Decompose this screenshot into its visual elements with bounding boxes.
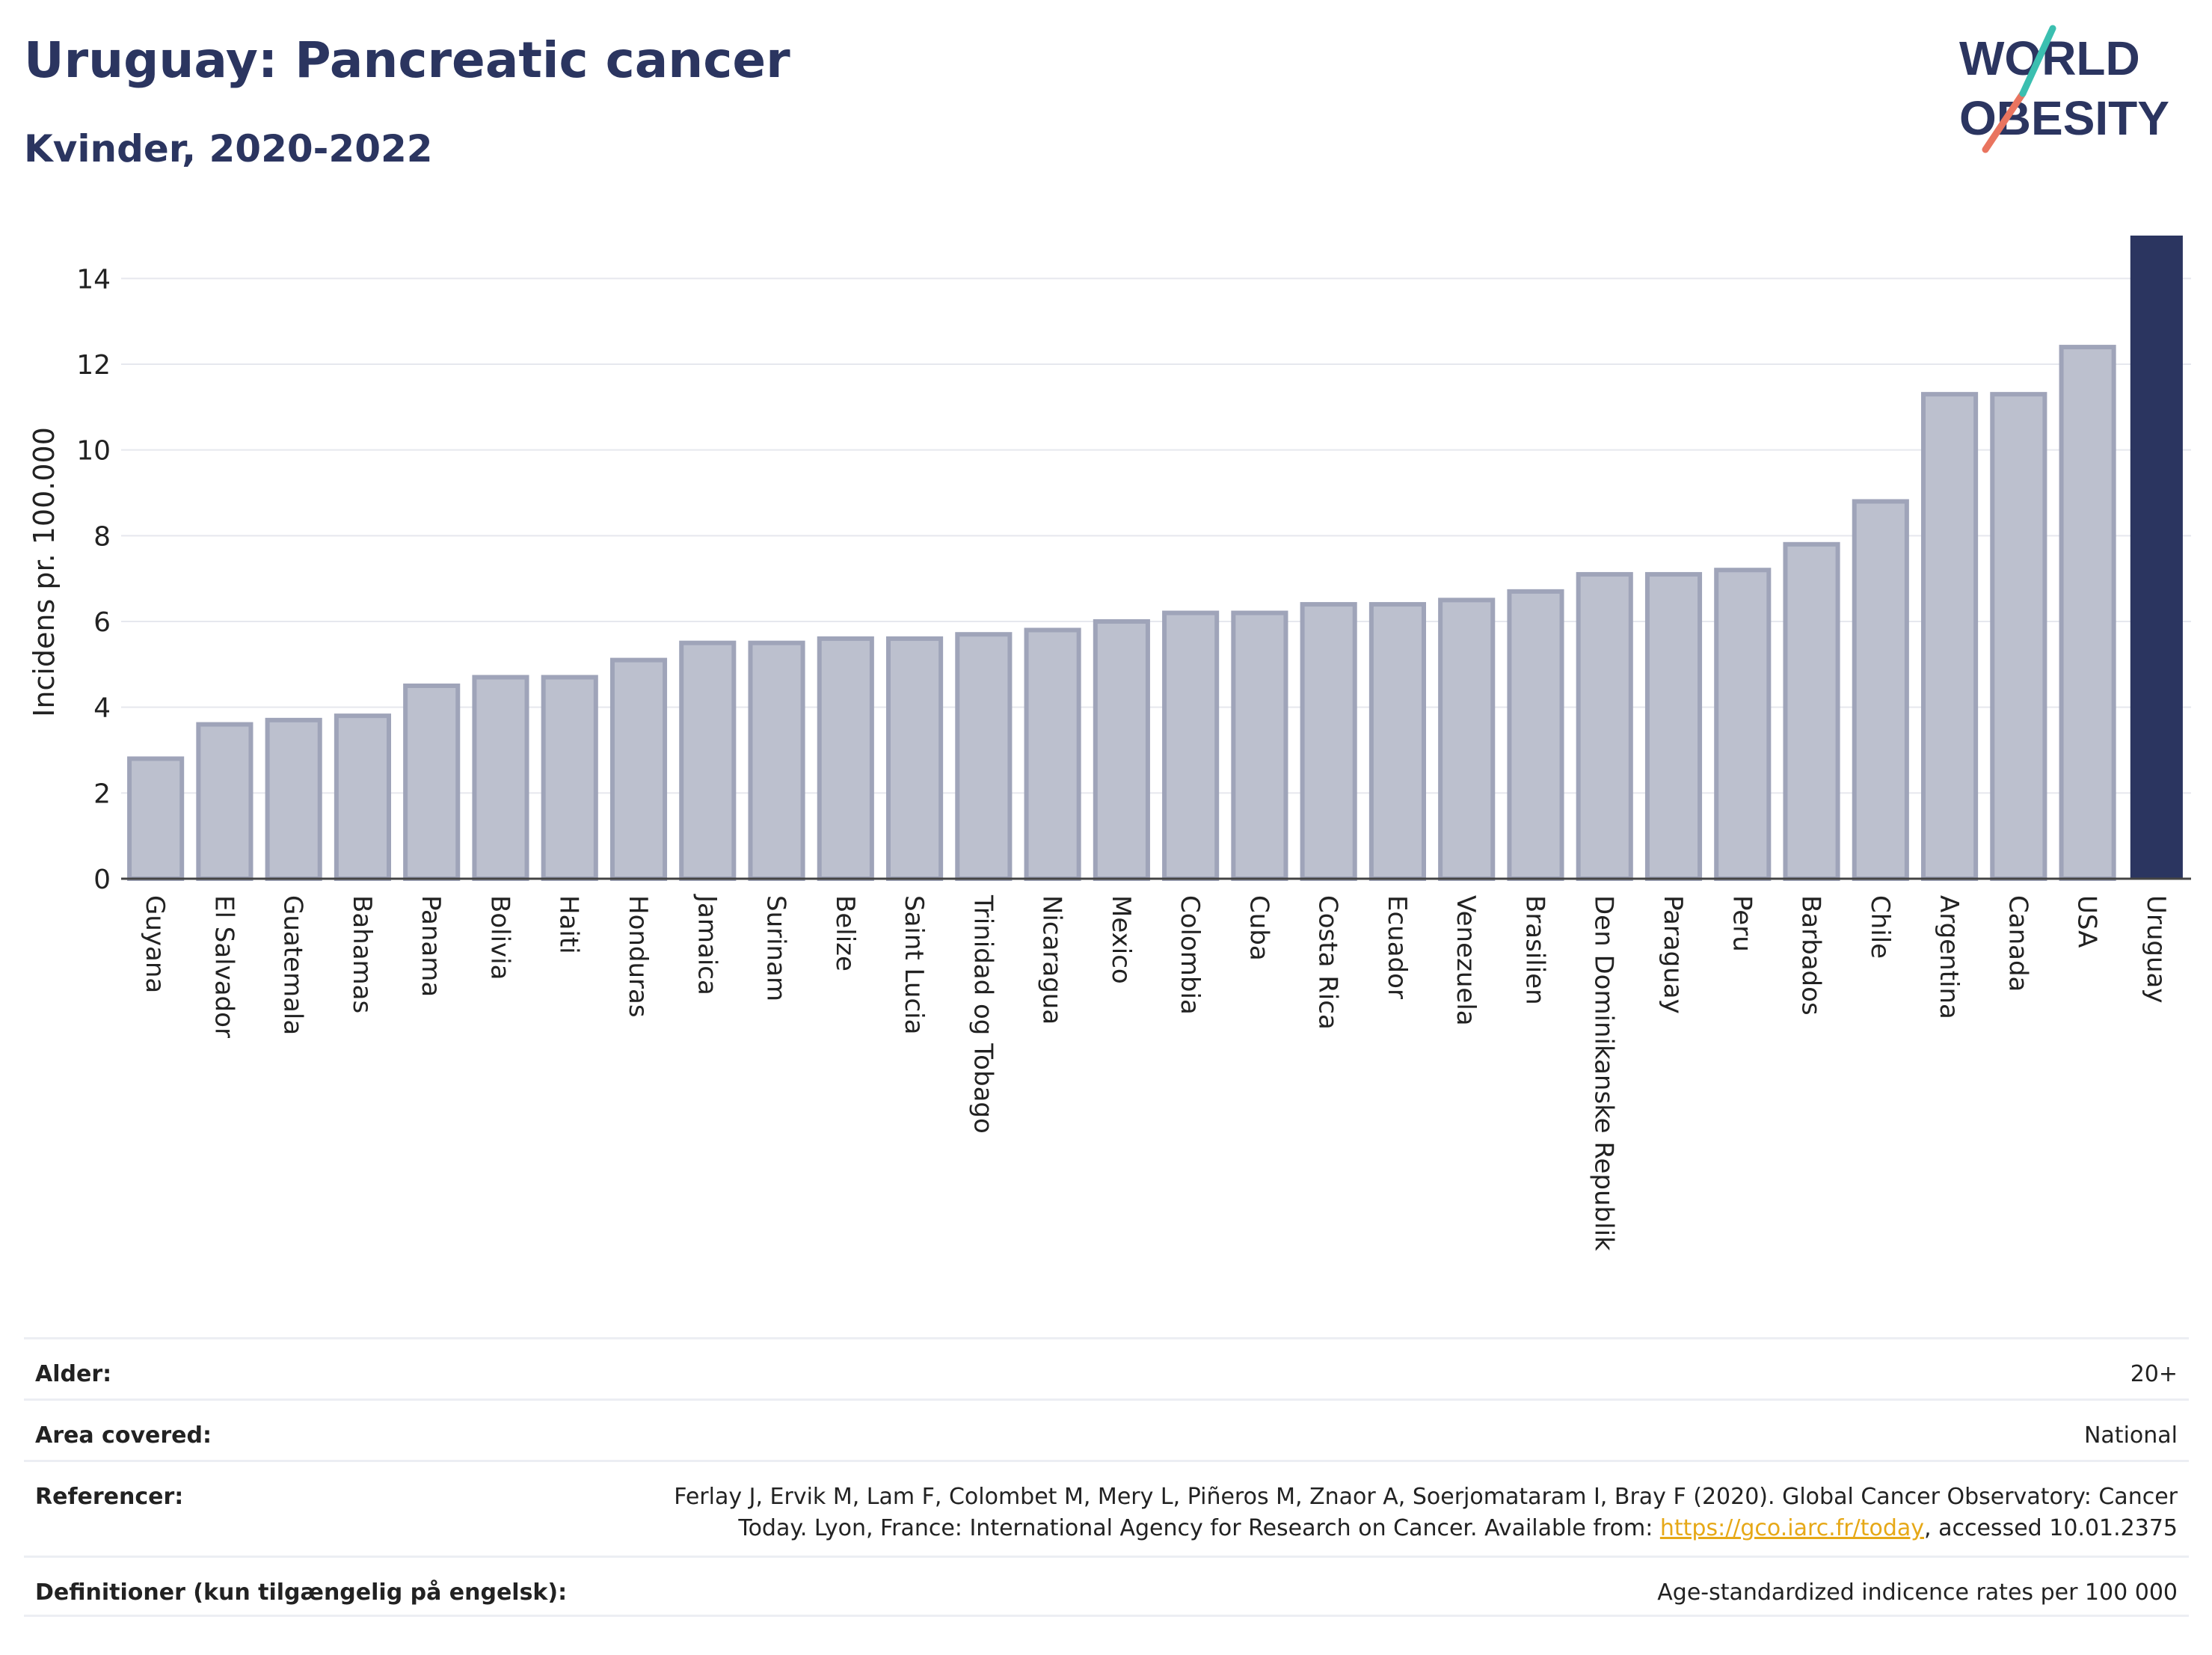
y-tick-label: 10 xyxy=(76,436,111,467)
x-tick-label: Brasilien xyxy=(1520,895,1549,1005)
x-tick-label: Surinam xyxy=(761,895,791,1001)
x-tick-label: Costa Rica xyxy=(1313,895,1343,1030)
bar-guatemala xyxy=(265,717,322,881)
metadata-table: Alder: 20+ Area covered: National Refere… xyxy=(24,1337,2189,1617)
bar-nicaragua xyxy=(1024,627,1081,881)
bar-uruguay xyxy=(2130,236,2183,879)
x-tick-label: Barbados xyxy=(1796,895,1826,1016)
meta-label-age: Alder: xyxy=(35,1361,112,1387)
x-tick-label: Mexico xyxy=(1106,895,1136,984)
x-tick-label: Ecuador xyxy=(1382,895,1412,999)
meta-row-age: Alder: 20+ xyxy=(24,1337,2189,1398)
bar-trinidad-og-tobago xyxy=(955,632,1013,881)
x-tick-label: Colombia xyxy=(1175,895,1205,1015)
bar-mexico xyxy=(1093,619,1150,881)
meta-value-references: Ferlay J, Ervik M, Lam F, Colombet M, Me… xyxy=(622,1481,2178,1544)
bar-ecuador xyxy=(1368,602,1426,881)
x-tick-label: Nicaragua xyxy=(1037,895,1067,1025)
bar-surinam xyxy=(748,640,805,882)
reference-accessed: , accessed 10.01.2375 xyxy=(1924,1515,2178,1541)
bar-peru xyxy=(1714,568,1772,881)
chart-title: Uruguay: Pancreatic cancer xyxy=(24,31,790,89)
meta-row-area: Area covered: National xyxy=(24,1398,2189,1460)
x-tick-label: Haiti xyxy=(554,895,584,954)
x-tick-label: Den Dominikanske Republik xyxy=(1589,895,1619,1251)
x-tick-label: USA xyxy=(2072,895,2102,948)
bar-canada xyxy=(1990,392,2047,881)
grid-lines xyxy=(121,277,2191,794)
y-axis-ticks: 0 2 4 6 8 10 12 14 xyxy=(76,264,111,895)
reference-link[interactable]: https://gco.iarc.fr/today xyxy=(1659,1515,1925,1541)
meta-label-definitions: Definitioner (kun tilgængelig på engelsk… xyxy=(35,1579,568,1606)
bar-usa xyxy=(2059,345,2116,882)
y-tick-label: 12 xyxy=(76,350,111,381)
x-tick-label: Honduras xyxy=(623,895,653,1018)
bar-den-dominikanske-republik xyxy=(1576,571,1633,882)
x-tick-label: Saint Lucia xyxy=(899,895,929,1034)
x-tick-label: Panama xyxy=(416,895,446,997)
meta-value-definitions: Age-standardized indicence rates per 100… xyxy=(1657,1579,2178,1606)
bar-haiti xyxy=(541,675,598,881)
bar-honduras xyxy=(609,657,668,881)
x-axis-ticks: Guyana El Salvador Guatemala Bahamas Panama B… xyxy=(140,894,2171,1251)
x-tick-label: Bahamas xyxy=(347,895,377,1013)
bar-colombia xyxy=(1162,610,1220,881)
bar-bolivia xyxy=(472,675,529,881)
bar-argentina xyxy=(1921,392,1979,881)
x-tick-label: Bolivia xyxy=(485,895,514,980)
x-tick-label: Canada xyxy=(2003,895,2033,992)
bar-venezuela xyxy=(1438,598,1496,881)
meta-row-references: Referencer: Ferlay J, Ervik M, Lam F, Co… xyxy=(24,1460,2189,1556)
bar-brasilien xyxy=(1507,589,1564,881)
bar-paraguay xyxy=(1644,571,1703,882)
bar-bahamas xyxy=(334,713,391,882)
chart-subtitle: Kvinder, 2020-2022 xyxy=(24,127,433,171)
y-tick-label: 6 xyxy=(93,607,111,638)
y-tick-label: 14 xyxy=(76,264,111,295)
x-tick-label: Guatemala xyxy=(278,895,308,1035)
y-tick-label: 4 xyxy=(93,693,111,724)
y-axis-label: Incidens pr. 100.000 xyxy=(28,427,61,717)
x-tick-label: Trinidad og Tobago xyxy=(968,894,998,1134)
x-tick-label: Argentina xyxy=(1934,895,1964,1019)
bars xyxy=(127,236,2183,882)
x-tick-label: El Salvador xyxy=(209,895,239,1038)
x-tick-label: Paraguay xyxy=(1658,895,1688,1014)
bar-cuba xyxy=(1231,610,1288,881)
meta-row-definitions: Definitioner (kun tilgængelig på engelsk… xyxy=(24,1556,2189,1617)
x-tick-label: Chile xyxy=(1865,895,1895,959)
bar-el-salvador xyxy=(196,722,254,881)
y-tick-label: 2 xyxy=(93,779,111,809)
x-tick-label: Uruguay xyxy=(2141,895,2171,1004)
bar-chile xyxy=(1852,499,1909,881)
bar-jamaica xyxy=(679,640,737,882)
bar-belize xyxy=(817,636,874,882)
bar-costa-rica xyxy=(1300,602,1357,881)
x-tick-label: Cuba xyxy=(1244,895,1274,961)
bar-barbados xyxy=(1783,541,1840,881)
x-tick-label: Belize xyxy=(830,895,860,971)
world-obesity-logo: WORLD OBESITY xyxy=(1959,25,2169,153)
y-tick-label: 0 xyxy=(93,865,111,895)
bar-panama xyxy=(403,684,461,881)
bar-guyana xyxy=(127,756,185,882)
reference-text: Ferlay J, Ervik M, Lam F, Colombet M, Me… xyxy=(674,1484,2178,1541)
meta-label-references: Referencer: xyxy=(35,1484,184,1510)
y-tick-label: 8 xyxy=(93,521,111,552)
meta-value-age: 20+ xyxy=(2130,1361,2178,1387)
meta-value-area: National xyxy=(2083,1422,2178,1449)
x-tick-label: Venezuela xyxy=(1451,895,1481,1026)
x-tick-label: Guyana xyxy=(140,895,170,993)
meta-label-area: Area covered: xyxy=(35,1422,212,1449)
x-tick-label: Peru xyxy=(1727,895,1757,952)
x-tick-label: Jamaica xyxy=(692,894,722,995)
bar-chart: 0 2 4 6 8 10 12 14 Guyana El Salvador Guatemala Ba… xyxy=(28,236,2191,1251)
bar-saint-lucia xyxy=(886,636,944,882)
